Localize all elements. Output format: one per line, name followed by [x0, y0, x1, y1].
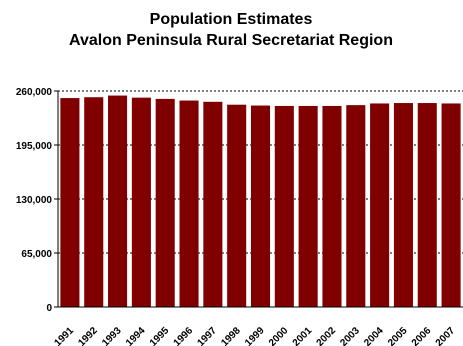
bar	[155, 98, 175, 308]
bar	[227, 104, 247, 307]
x-tick-label: 2002	[315, 325, 339, 346]
bar	[346, 105, 366, 307]
x-tick-label: 1997	[195, 325, 219, 346]
bar	[108, 95, 128, 307]
bar	[131, 97, 151, 308]
bar	[393, 103, 413, 308]
x-tick-label: 2003	[338, 325, 362, 346]
bar	[203, 101, 223, 307]
x-tick-label: 1991	[53, 325, 77, 346]
y-tick-label: 65,000	[21, 249, 52, 260]
x-tick-label: 1998	[219, 325, 243, 346]
x-tick-label: 2006	[410, 325, 434, 346]
bar	[441, 103, 461, 307]
y-tick-label: 0	[46, 303, 52, 314]
chart-title: Population Estimates	[150, 11, 313, 28]
bar	[274, 105, 294, 307]
x-tick-label: 1994	[124, 325, 148, 346]
bar	[179, 100, 199, 307]
x-tick-label: 2004	[362, 325, 386, 346]
x-tick-label: 1993	[100, 325, 124, 346]
x-axis: 1991 1992 1993 1994 1995 1996 1997 1998 1999 2000…	[53, 306, 463, 346]
bar	[370, 103, 390, 307]
x-tick-label: 1996	[172, 325, 196, 346]
x-tick-label: 1995	[148, 325, 172, 346]
x-tick-label: 2005	[386, 325, 410, 346]
bar	[84, 97, 104, 307]
x-tick-label: 2007	[434, 325, 458, 346]
bar	[298, 105, 318, 307]
y-tick-label: 195,000	[16, 141, 53, 152]
bar	[60, 98, 80, 307]
bars	[60, 95, 461, 308]
x-tick-label: 1999	[243, 325, 267, 346]
x-tick-label: 2000	[267, 325, 291, 346]
x-tick-label: 2001	[291, 325, 315, 346]
x-tick-label: 1992	[76, 325, 100, 346]
bar	[250, 105, 271, 308]
y-tick-label: 260,000	[16, 87, 53, 98]
y-axis: 0 65,000 130,000 195,000 260,000	[16, 87, 59, 314]
y-tick-label: 130,000	[16, 195, 53, 206]
chart-subtitle: Avalon Peninsula Rural Secretariat Regio…	[69, 32, 393, 49]
bar	[322, 105, 342, 307]
bar	[417, 103, 437, 308]
